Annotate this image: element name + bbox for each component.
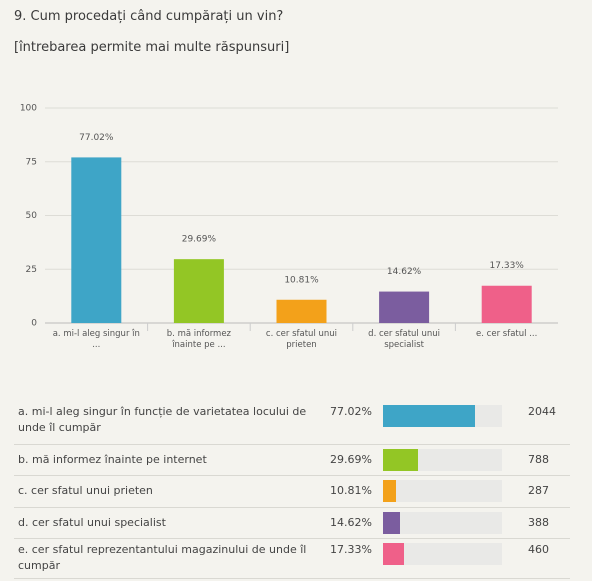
x-tick-label: c. cer sfatul unui prieten [265, 329, 338, 350]
row-count: 388 [528, 515, 549, 529]
y-tick-label: 25 [26, 265, 37, 275]
row-count: 460 [528, 543, 549, 556]
x-tick-label: b. mă informez înainte pe ... [166, 329, 232, 350]
bar [71, 157, 122, 323]
value-label: 29.69% [182, 235, 217, 245]
bar [173, 259, 224, 323]
bar-track [383, 511, 502, 534]
x-tick-label: a. mi-l aleg singur în ... [52, 329, 140, 350]
value-label: 17.33% [490, 261, 525, 271]
row-label: c. cer sfatul unui prieten [18, 484, 153, 497]
row-bar [383, 405, 475, 427]
bar-track [383, 543, 502, 565]
row-percent: 17.33% [330, 543, 372, 556]
row-count: 2044 [528, 405, 556, 418]
row-percent: 10.81% [330, 484, 372, 497]
row-bar [383, 543, 404, 565]
row-count: 287 [528, 484, 549, 497]
row-label: d. cer sfatul unui specialist [18, 515, 166, 529]
subtitle: [întrebarea permite mai multe răspunsuri… [14, 40, 290, 55]
x-tick-label: e. cer sfatul ... [476, 329, 538, 339]
row-percent: 29.69% [330, 452, 372, 466]
row-label: b. mă informez înainte pe internet [18, 452, 207, 466]
y-tick-label: 0 [31, 319, 37, 329]
row-bar [383, 448, 419, 471]
bar [379, 291, 430, 323]
row-label: a. mi-l aleg singur în funcție de variet… [18, 405, 307, 434]
row-bar [383, 480, 396, 502]
table-row [14, 400, 570, 445]
table-row [14, 444, 570, 476]
row-label: e. cer sfatul reprezentantului magazinul… [18, 543, 307, 572]
value-label: 14.62% [387, 267, 422, 277]
row-bar [383, 511, 401, 534]
table-row [14, 475, 570, 508]
x-tick-label: d. cer sfatul unui specialist [368, 329, 441, 350]
bar-track [383, 480, 502, 502]
chart: 0 25 50 75 100 77.02% 29.69% 10.81% 14.62% 17.33% [20, 104, 558, 331]
table-row [14, 507, 570, 539]
value-label: 10.81% [284, 275, 319, 285]
row-percent: 14.62% [330, 515, 372, 529]
title: 9. Cum procedați când cumpărați un vin? [14, 9, 284, 24]
row-percent: 77.02% [330, 405, 372, 418]
y-tick-label: 75 [26, 157, 37, 167]
value-label: 77.02% [79, 133, 114, 143]
row-count: 788 [528, 452, 549, 466]
table-row [14, 538, 570, 579]
bar [481, 285, 532, 323]
bar [276, 299, 327, 323]
y-tick-label: 50 [26, 211, 38, 221]
y-tick-label: 100 [20, 104, 37, 114]
